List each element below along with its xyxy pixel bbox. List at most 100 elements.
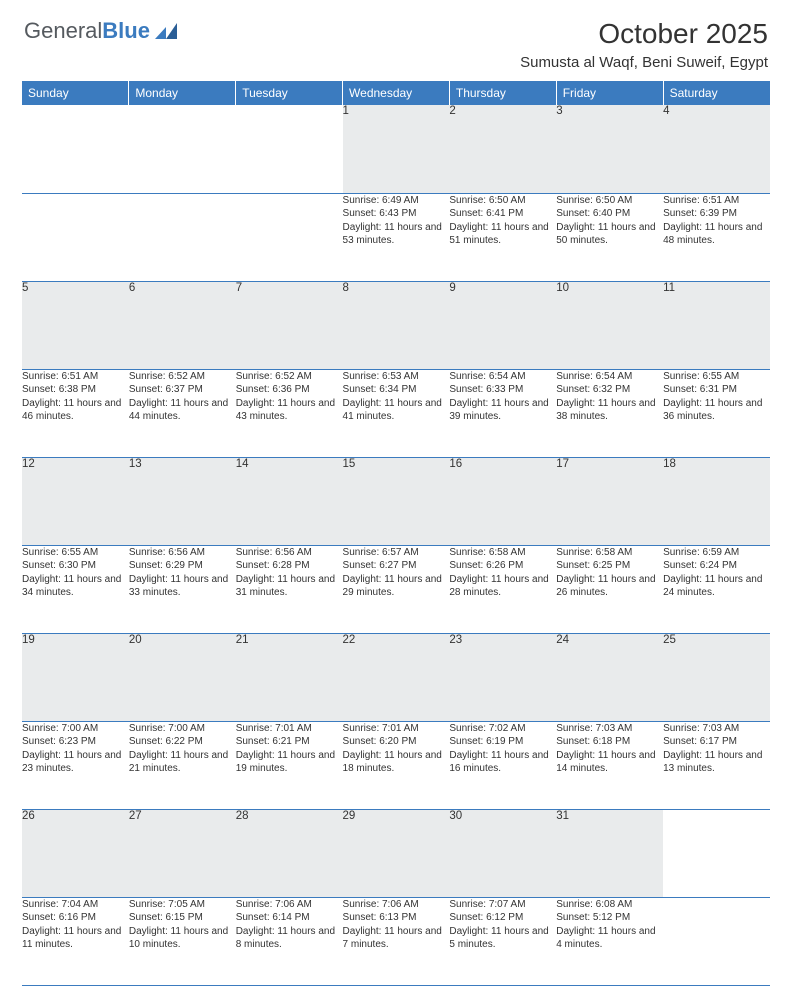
day-number: 9 <box>449 282 455 294</box>
daylight-line: Daylight: 11 hours and 39 minutes. <box>449 397 556 424</box>
day-number-cell: 8 <box>343 281 450 369</box>
day-number: 6 <box>129 282 135 294</box>
sunrise-line: Sunrise: 6:54 AM <box>556 370 663 384</box>
sunset-line: Sunset: 6:32 PM <box>556 383 663 397</box>
daylight-line: Daylight: 11 hours and 10 minutes. <box>129 925 236 952</box>
daylight-line: Daylight: 11 hours and 50 minutes. <box>556 221 663 248</box>
day-content-cell: Sunrise: 6:53 AMSunset: 6:34 PMDaylight:… <box>343 369 450 457</box>
day-number-cell: 31 <box>556 809 663 897</box>
day-number: 31 <box>556 810 569 822</box>
daylight-line: Daylight: 11 hours and 7 minutes. <box>343 925 450 952</box>
daycontent-row: Sunrise: 7:04 AMSunset: 6:16 PMDaylight:… <box>22 897 770 985</box>
sunset-line: Sunset: 6:28 PM <box>236 559 343 573</box>
sunset-line: Sunset: 6:13 PM <box>343 911 450 925</box>
daylight-line: Daylight: 11 hours and 14 minutes. <box>556 749 663 776</box>
day-number-cell: 26 <box>22 809 129 897</box>
daylight-line: Daylight: 11 hours and 5 minutes. <box>449 925 556 952</box>
day-number-cell: 12 <box>22 457 129 545</box>
sunset-line: Sunset: 6:15 PM <box>129 911 236 925</box>
daylight-line: Daylight: 11 hours and 51 minutes. <box>449 221 556 248</box>
day-content-cell: Sunrise: 6:58 AMSunset: 6:26 PMDaylight:… <box>449 545 556 633</box>
day-number-cell: 27 <box>129 809 236 897</box>
day-number: 16 <box>449 458 462 470</box>
daylight-line: Daylight: 11 hours and 44 minutes. <box>129 397 236 424</box>
day-header: Tuesday <box>236 81 343 105</box>
title-block: October 2025 Sumusta al Waqf, Beni Suwei… <box>520 18 768 71</box>
sunset-line: Sunset: 6:20 PM <box>343 735 450 749</box>
day-number-cell: 5 <box>22 281 129 369</box>
day-number: 22 <box>343 634 356 646</box>
day-number: 5 <box>22 282 28 294</box>
day-content-cell <box>22 193 129 281</box>
sunrise-line: Sunrise: 6:50 AM <box>449 194 556 208</box>
day-content-cell: Sunrise: 6:52 AMSunset: 6:37 PMDaylight:… <box>129 369 236 457</box>
day-number: 21 <box>236 634 249 646</box>
day-number: 19 <box>22 634 35 646</box>
day-number: 23 <box>449 634 462 646</box>
day-number: 20 <box>129 634 142 646</box>
sunrise-line: Sunrise: 7:07 AM <box>449 898 556 912</box>
sunrise-line: Sunrise: 7:00 AM <box>22 722 129 736</box>
sunset-line: Sunset: 6:22 PM <box>129 735 236 749</box>
day-number-cell: 22 <box>343 633 450 721</box>
day-number: 1 <box>343 105 349 117</box>
sunrise-line: Sunrise: 7:06 AM <box>343 898 450 912</box>
day-content-cell: Sunrise: 7:07 AMSunset: 6:12 PMDaylight:… <box>449 897 556 985</box>
sunrise-line: Sunrise: 7:01 AM <box>236 722 343 736</box>
sunrise-line: Sunrise: 6:55 AM <box>22 546 129 560</box>
day-content-cell: Sunrise: 6:49 AMSunset: 6:43 PMDaylight:… <box>343 193 450 281</box>
sunset-line: Sunset: 5:12 PM <box>556 911 663 925</box>
day-number-cell: 9 <box>449 281 556 369</box>
day-content-cell: Sunrise: 6:52 AMSunset: 6:36 PMDaylight:… <box>236 369 343 457</box>
sunset-line: Sunset: 6:18 PM <box>556 735 663 749</box>
sunset-line: Sunset: 6:25 PM <box>556 559 663 573</box>
day-content-cell: Sunrise: 6:58 AMSunset: 6:25 PMDaylight:… <box>556 545 663 633</box>
day-number: 27 <box>129 810 142 822</box>
sunrise-line: Sunrise: 6:08 AM <box>556 898 663 912</box>
sunset-line: Sunset: 6:33 PM <box>449 383 556 397</box>
sunrise-line: Sunrise: 6:51 AM <box>22 370 129 384</box>
day-content-cell: Sunrise: 6:08 AMSunset: 5:12 PMDaylight:… <box>556 897 663 985</box>
day-number-cell: 11 <box>663 281 770 369</box>
sunset-line: Sunset: 6:16 PM <box>22 911 129 925</box>
sunset-line: Sunset: 6:36 PM <box>236 383 343 397</box>
day-number: 29 <box>343 810 356 822</box>
day-content-cell: Sunrise: 6:56 AMSunset: 6:28 PMDaylight:… <box>236 545 343 633</box>
daylight-line: Daylight: 11 hours and 18 minutes. <box>343 749 450 776</box>
day-number-cell: 17 <box>556 457 663 545</box>
sunset-line: Sunset: 6:24 PM <box>663 559 770 573</box>
sunset-line: Sunset: 6:17 PM <box>663 735 770 749</box>
day-content-cell: Sunrise: 6:56 AMSunset: 6:29 PMDaylight:… <box>129 545 236 633</box>
day-number-cell: 1 <box>343 105 450 193</box>
sunrise-line: Sunrise: 6:58 AM <box>556 546 663 560</box>
sunrise-line: Sunrise: 6:59 AM <box>663 546 770 560</box>
day-content-cell: Sunrise: 6:50 AMSunset: 6:40 PMDaylight:… <box>556 193 663 281</box>
day-header: Friday <box>556 81 663 105</box>
daylight-line: Daylight: 11 hours and 31 minutes. <box>236 573 343 600</box>
sunset-line: Sunset: 6:43 PM <box>343 207 450 221</box>
sunrise-line: Sunrise: 6:55 AM <box>663 370 770 384</box>
day-number: 25 <box>663 634 676 646</box>
daylight-line: Daylight: 11 hours and 26 minutes. <box>556 573 663 600</box>
day-content-cell: Sunrise: 7:00 AMSunset: 6:22 PMDaylight:… <box>129 721 236 809</box>
day-number: 12 <box>22 458 35 470</box>
sunset-line: Sunset: 6:38 PM <box>22 383 129 397</box>
daylight-line: Daylight: 11 hours and 8 minutes. <box>236 925 343 952</box>
day-header: Thursday <box>449 81 556 105</box>
daynum-row: 567891011 <box>22 281 770 369</box>
day-number: 13 <box>129 458 142 470</box>
sunrise-line: Sunrise: 6:56 AM <box>129 546 236 560</box>
daylight-line: Daylight: 11 hours and 33 minutes. <box>129 573 236 600</box>
logo-text: GeneralBlue <box>24 18 150 44</box>
day-content-cell: Sunrise: 7:06 AMSunset: 6:14 PMDaylight:… <box>236 897 343 985</box>
day-content-cell: Sunrise: 7:06 AMSunset: 6:13 PMDaylight:… <box>343 897 450 985</box>
day-number-cell: 18 <box>663 457 770 545</box>
day-number-cell: 28 <box>236 809 343 897</box>
sunset-line: Sunset: 6:41 PM <box>449 207 556 221</box>
logo: GeneralBlue <box>24 18 177 44</box>
day-content-cell <box>236 193 343 281</box>
sunrise-line: Sunrise: 6:53 AM <box>343 370 450 384</box>
day-header: Saturday <box>663 81 770 105</box>
day-number: 11 <box>663 282 675 294</box>
daylight-line: Daylight: 11 hours and 11 minutes. <box>22 925 129 952</box>
